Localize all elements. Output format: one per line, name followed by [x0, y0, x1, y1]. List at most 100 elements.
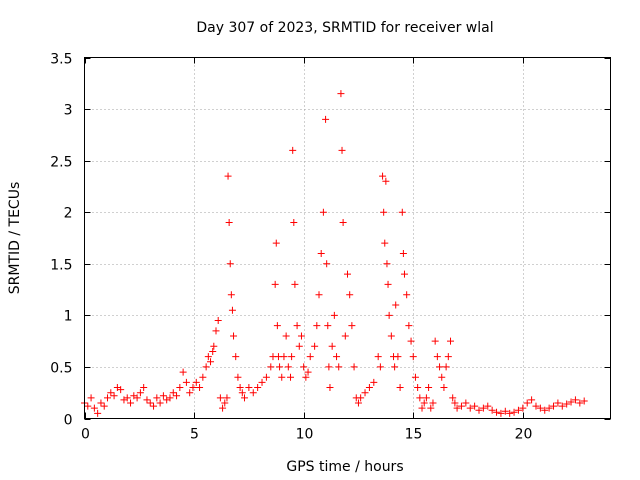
data-point: [438, 373, 446, 381]
data-point: [514, 406, 522, 414]
data-point: [326, 384, 334, 392]
data-point: [444, 353, 452, 361]
data-point: [325, 363, 333, 371]
data-point: [399, 249, 407, 257]
data-point: [306, 353, 314, 361]
data-point: [457, 402, 465, 410]
data-point: [545, 404, 553, 412]
data-point: [376, 363, 384, 371]
data-point: [224, 172, 232, 180]
data-point: [519, 404, 527, 412]
x-tick-label: 5: [190, 427, 199, 443]
data-point: [311, 342, 319, 350]
data-point: [398, 208, 406, 216]
data-point: [278, 373, 286, 381]
data-point: [182, 378, 190, 386]
data-point: [400, 270, 408, 278]
data-point: [219, 404, 227, 412]
data-point: [365, 384, 373, 392]
data-point: [258, 378, 266, 386]
data-point: [384, 280, 392, 288]
data-point: [90, 404, 98, 412]
data-point: [379, 172, 387, 180]
data-point: [475, 406, 483, 414]
data-point: [176, 384, 184, 392]
data-point: [350, 363, 358, 371]
data-point: [381, 239, 389, 247]
data-point: [337, 90, 345, 98]
data-point: [94, 409, 102, 417]
data-point: [471, 402, 479, 410]
data-point: [420, 399, 428, 407]
data-point: [276, 363, 284, 371]
data-point: [136, 389, 144, 397]
data-point: [192, 378, 200, 386]
data-point: [416, 394, 424, 402]
data-point: [273, 322, 281, 330]
data-point: [207, 358, 215, 366]
data-point: [357, 394, 365, 402]
data-point: [234, 373, 242, 381]
data-point: [341, 332, 349, 340]
data-point: [97, 399, 105, 407]
y-tick-label: 2.5: [50, 155, 72, 171]
data-point: [338, 146, 346, 154]
y-tick-label: 2: [64, 206, 73, 222]
data-point: [571, 396, 579, 404]
data-point: [422, 394, 430, 402]
data-point: [380, 208, 388, 216]
data-point: [451, 399, 459, 407]
data-point: [189, 384, 197, 392]
data-point: [272, 239, 280, 247]
data-point: [567, 398, 575, 406]
y-tick-label: 3: [64, 103, 73, 119]
data-point: [290, 219, 298, 227]
data-point: [267, 363, 275, 371]
data-point: [580, 397, 588, 405]
data-point: [330, 311, 338, 319]
data-point: [297, 332, 305, 340]
data-point: [319, 208, 327, 216]
data-point: [405, 322, 413, 330]
data-point: [328, 342, 336, 350]
data-point: [117, 386, 125, 394]
data-point: [429, 399, 437, 407]
data-point: [554, 399, 562, 407]
data-point: [440, 384, 448, 392]
data-point: [528, 396, 536, 404]
data-point: [323, 260, 331, 268]
data-point: [293, 322, 301, 330]
data-point: [333, 353, 341, 361]
plot-frame: [84, 57, 611, 419]
data-point: [313, 322, 321, 330]
data-point: [254, 384, 262, 392]
data-point: [127, 399, 135, 407]
data-point: [236, 384, 244, 392]
data-point: [488, 406, 496, 414]
data-point: [563, 400, 571, 408]
data-point: [216, 394, 224, 402]
data-point: [212, 327, 220, 335]
y-tick-label: 3.5: [50, 52, 72, 68]
data-point: [418, 404, 426, 412]
data-point: [302, 373, 310, 381]
data-point: [392, 301, 400, 309]
data-point: [169, 389, 177, 397]
data-point: [374, 353, 382, 361]
data-point: [493, 408, 501, 416]
data-point: [396, 384, 404, 392]
data-point: [291, 280, 299, 288]
data-point: [186, 389, 194, 397]
data-point: [228, 306, 236, 314]
data-point: [322, 115, 330, 123]
data-point: [133, 394, 141, 402]
data-point: [210, 342, 218, 350]
data-point: [425, 384, 433, 392]
data-point: [280, 353, 288, 361]
data-point: [382, 177, 390, 185]
data-point: [202, 363, 210, 371]
data-point: [150, 402, 158, 410]
data-point: [289, 146, 297, 154]
data-point: [436, 363, 444, 371]
